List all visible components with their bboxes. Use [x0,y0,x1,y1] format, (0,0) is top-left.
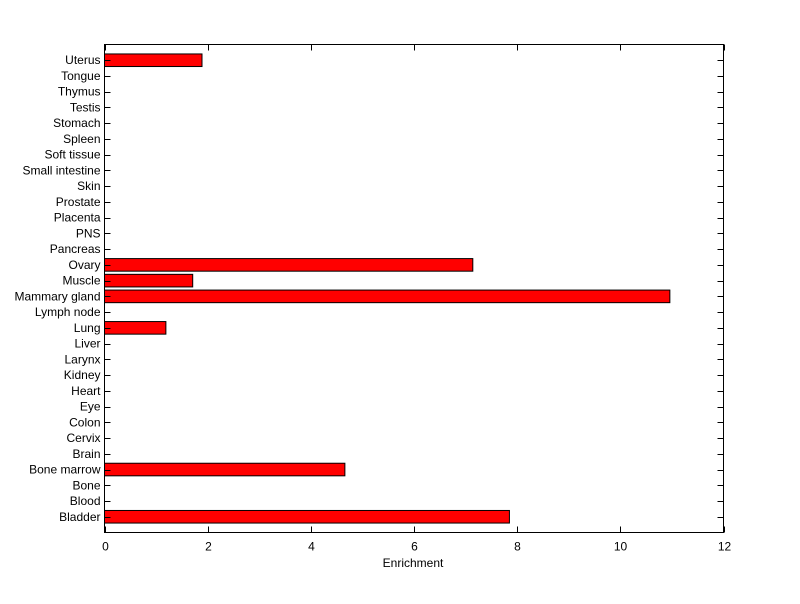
y-tick-label: Liver [74,337,100,351]
bars [104,53,671,524]
y-tick-label: Eye [80,400,101,414]
x-tick-label: 2 [205,540,212,554]
plot-frame [104,44,724,533]
y-tick-label: Pancreas [50,242,101,256]
y-tick-label: PNS [76,226,101,240]
x-tick-label: 8 [514,540,521,554]
y-tick-label: Bone [72,478,100,492]
y-tick-label: Bone marrow [29,463,101,477]
y-tick-label: Spleen [63,132,100,146]
y-tick-label: Skin [77,179,100,193]
y-tick-label: Placenta [54,211,101,225]
y-tick-label: Prostate [56,195,101,209]
bar-bladder [104,509,510,524]
x-axis-ticks: 0 2 4 6 8 10 12 [102,44,732,554]
x-tick-label: 12 [718,540,732,554]
y-tick-label: Thymus [58,85,101,99]
bar-uterus [104,53,203,68]
y-tick-label: Soft tissue [44,148,100,162]
y-tick-label: Heart [71,384,101,398]
x-tick-label: 0 [102,540,109,554]
bar-mammary-gland [104,289,671,304]
y-tick-label: Small intestine [22,163,100,177]
y-tick-label: Muscle [62,274,100,288]
x-tick-label: 4 [308,540,315,554]
y-tick-label: Bladder [59,510,100,524]
y-tick-label: Testis [70,100,101,114]
y-tick-label: Colon [69,415,100,429]
y-tick-label: Tongue [61,69,101,83]
y-tick-label: Stomach [53,116,100,130]
bar-ovary [104,258,474,272]
y-tick-label: Blood [70,494,101,508]
x-tick-label: 6 [411,540,418,554]
y-tick-label: Lymph node [35,305,101,319]
y-tick-label: Kidney [64,368,101,382]
x-tick-label: 10 [614,540,628,554]
bar-muscle [104,273,194,288]
y-tick-label: Uterus [65,53,100,67]
y-tick-label: Larynx [64,352,100,366]
y-tick-label: Ovary [68,258,100,272]
x-axis-label: Enrichment [383,556,444,570]
y-tick-label: Brain [72,447,100,461]
bar-bone-marrow [104,462,346,477]
y-tick-label: Lung [74,321,101,335]
y-tick-label: Mammary gland [14,289,100,303]
bar-lung [104,321,167,335]
y-tick-label: Cervix [66,431,100,445]
